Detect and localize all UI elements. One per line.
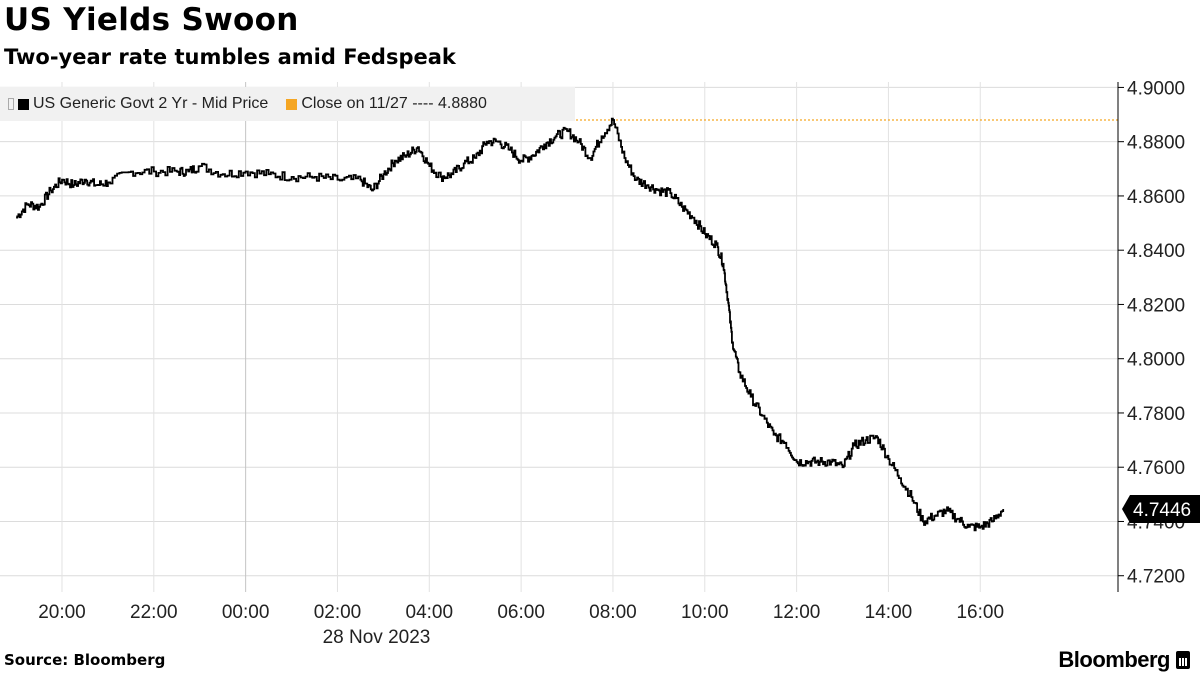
x-tick-label: 00:00 — [222, 602, 270, 623]
gridlines — [0, 82, 1118, 592]
legend-label-reference: Close on 11/27 ---- 4.8880 — [301, 95, 487, 112]
source-note: Source: Bloomberg — [4, 651, 166, 669]
x-tick-label: 08:00 — [589, 602, 637, 623]
y-tick-label: 4.9000 — [1127, 78, 1185, 99]
y-tick-label: 4.8200 — [1127, 295, 1185, 316]
legend-swatch-series — [18, 98, 29, 110]
y-axis-ticks: 4.72004.74004.76004.78004.80004.82004.84… — [1118, 78, 1185, 588]
legend-label-series: US Generic Govt 2 Yr - Mid Price — [33, 95, 269, 112]
y-tick-label: 4.8400 — [1127, 241, 1185, 262]
last-value-label: 4.7446 — [1133, 500, 1191, 521]
legend-swatch-reference — [286, 98, 298, 110]
y-tick-label: 4.7800 — [1127, 404, 1185, 425]
legend: US Generic Govt 2 Yr - Mid Price Close o… — [0, 87, 575, 121]
x-tick-label: 12:00 — [773, 602, 821, 623]
legend-item-series: US Generic Govt 2 Yr - Mid Price — [18, 95, 268, 113]
x-tick-label: 10:00 — [681, 602, 729, 623]
chart-title: US Yields Swoon — [4, 2, 299, 38]
y-tick-label: 4.7600 — [1127, 458, 1185, 479]
y-tick-label: 4.8600 — [1127, 187, 1185, 208]
bloomberg-chart-icon — [1176, 651, 1190, 669]
x-tick-label: 20:00 — [38, 602, 86, 623]
x-tick-label: 16:00 — [956, 602, 1004, 623]
x-tick-label: 02:00 — [314, 602, 362, 623]
x-tick-label: 06:00 — [497, 602, 545, 623]
series-line — [16, 117, 1005, 532]
brand-logo: Bloomberg — [1058, 647, 1190, 673]
y-tick-label: 4.8000 — [1127, 350, 1185, 371]
x-axis-ticks: 20:00 22:00 00:00 02:00 04:00 06:00 08:00 10:00… — [38, 602, 1004, 623]
brand-wordmark: Bloomberg — [1058, 647, 1170, 672]
x-tick-label: 04:00 — [406, 602, 454, 623]
x-tick-label: 22:00 — [130, 602, 178, 623]
y-tick-label: 4.8800 — [1127, 133, 1185, 154]
y-tick-label: 4.7200 — [1127, 567, 1185, 588]
last-value-badge: 4.7446 — [1122, 494, 1200, 523]
legend-handle-icon — [8, 98, 14, 110]
legend-item-reference: Close on 11/27 ---- 4.8880 — [286, 95, 487, 113]
x-axis-label: 28 Nov 2023 — [323, 627, 431, 648]
x-tick-label: 14:00 — [865, 602, 913, 623]
chart-subtitle: Two-year rate tumbles amid Fedspeak — [4, 45, 456, 69]
